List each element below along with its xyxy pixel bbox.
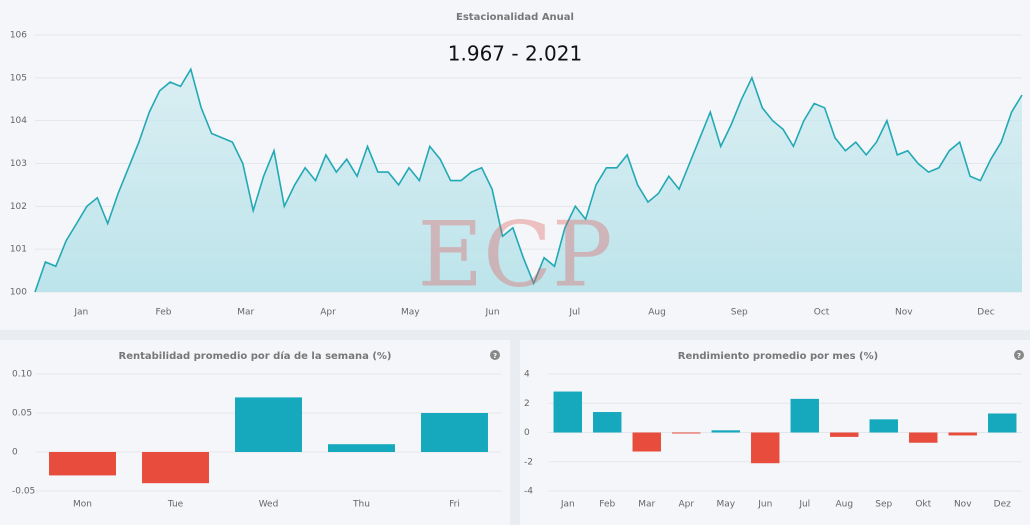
x-tick-label: Feb bbox=[156, 308, 172, 318]
watermark: ECP bbox=[417, 202, 612, 307]
area bbox=[35, 69, 1022, 292]
x-tick-label: Jul bbox=[568, 308, 580, 318]
bar bbox=[790, 398, 819, 433]
y-tick-label: 0.10 bbox=[12, 370, 32, 380]
x-tick-label: Dec bbox=[977, 308, 994, 318]
x-tick-label: Sep bbox=[731, 308, 748, 318]
y-tick-label: 103 bbox=[10, 159, 27, 169]
y-tick-label: 106 bbox=[10, 31, 27, 41]
x-tick-label: May bbox=[716, 500, 735, 510]
x-tick-label: Jan bbox=[73, 308, 88, 318]
x-tick-label: Jun bbox=[484, 308, 499, 318]
help-icon[interactable]: ? bbox=[1014, 350, 1024, 360]
bar bbox=[142, 452, 209, 484]
bar bbox=[909, 432, 938, 443]
y-tick-label: 102 bbox=[10, 202, 27, 212]
y-tick-label: -4 bbox=[524, 487, 533, 497]
x-tick-label: Apr bbox=[320, 308, 336, 318]
chart-title: Rentabilidad promedio por día de la sema… bbox=[119, 350, 392, 362]
bar bbox=[49, 452, 116, 476]
annotation: 1.967 - 2.021 bbox=[448, 42, 582, 66]
svg-text:?: ? bbox=[1017, 352, 1021, 360]
y-tick-label: 0.05 bbox=[12, 409, 32, 419]
x-tick-label: Sep bbox=[875, 500, 892, 510]
bar bbox=[711, 430, 740, 433]
bar bbox=[830, 432, 859, 437]
y-tick-label: -0.05 bbox=[12, 487, 35, 497]
x-tick-label: Oct bbox=[814, 308, 830, 318]
x-tick-label: Apr bbox=[678, 500, 694, 510]
y-tick-label: -2 bbox=[524, 457, 533, 467]
x-tick-label: Tue bbox=[167, 500, 184, 510]
x-tick-label: Feb bbox=[599, 500, 615, 510]
line bbox=[34, 67, 1023, 293]
bar bbox=[948, 432, 977, 436]
x-tick-label: Dez bbox=[994, 500, 1011, 510]
bar bbox=[553, 391, 582, 433]
y-tick-label: 105 bbox=[10, 73, 27, 83]
svg-text:?: ? bbox=[493, 352, 497, 360]
x-tick-label: Okt bbox=[915, 500, 931, 510]
bar bbox=[421, 413, 488, 452]
y-tick-label: 2 bbox=[524, 399, 530, 409]
bar bbox=[328, 444, 395, 452]
x-tick-label: Jun bbox=[757, 500, 772, 510]
x-tick-label: Aug bbox=[835, 500, 853, 510]
x-tick-label: Wed bbox=[259, 500, 279, 510]
help-icon[interactable]: ? bbox=[490, 350, 500, 360]
y-tick-label: 100 bbox=[10, 288, 27, 298]
y-tick-label: 104 bbox=[10, 116, 27, 126]
bar bbox=[235, 397, 302, 452]
bar bbox=[593, 412, 622, 433]
bar bbox=[751, 432, 780, 464]
bar bbox=[632, 432, 661, 452]
x-tick-label: Thu bbox=[352, 500, 370, 510]
chart-title: Rendimiento promedio por mes (%) bbox=[678, 351, 878, 362]
y-tick-label: 0 bbox=[524, 428, 530, 438]
x-tick-label: Nov bbox=[954, 500, 972, 510]
x-tick-label: Jul bbox=[798, 500, 810, 510]
x-tick-label: Aug bbox=[648, 308, 666, 318]
y-tick-label: 101 bbox=[10, 245, 27, 255]
x-tick-label: Jan bbox=[560, 500, 575, 510]
bar bbox=[869, 419, 898, 433]
x-tick-label: Fri bbox=[449, 500, 460, 510]
x-tick-label: Mar bbox=[237, 308, 254, 318]
x-tick-label: May bbox=[401, 308, 420, 318]
x-tick-label: Nov bbox=[895, 308, 913, 318]
bar bbox=[672, 432, 701, 434]
y-tick-label: 4 bbox=[524, 370, 530, 380]
x-tick-label: Mar bbox=[638, 500, 655, 510]
bar bbox=[988, 413, 1017, 433]
x-tick-label: Mon bbox=[73, 500, 92, 510]
chart-title: Estacionalidad Anual bbox=[456, 12, 574, 23]
y-tick-label: 0 bbox=[12, 448, 18, 458]
